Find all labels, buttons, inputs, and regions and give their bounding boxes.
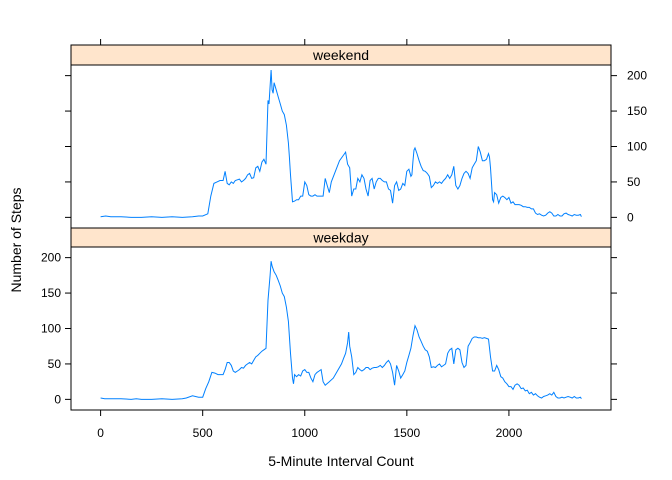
y-tick-label: 150: [627, 104, 647, 118]
series-line-weekday: [100, 261, 582, 400]
x-tick-label: 1500: [393, 426, 420, 440]
y-tick-label: 50: [627, 175, 641, 189]
panel-weekend: weekend 0 50 100 150 200: [65, 44, 647, 229]
series-line-weekend: [100, 69, 582, 218]
strip-label-weekday: weekday: [312, 230, 368, 246]
y-tick-label: 50: [48, 357, 62, 371]
y-tick-label: 150: [41, 286, 61, 300]
y-tick-label: 100: [627, 140, 647, 154]
x-tick-label: 500: [193, 426, 213, 440]
panel-weekday: weekday 0 50 100 150 200: [41, 227, 617, 411]
y-tick-label: 0: [627, 210, 634, 224]
y-tick-label: 200: [627, 69, 647, 83]
y-axis-title: Number of Steps: [8, 187, 24, 292]
x-tick-label: 2000: [496, 426, 523, 440]
x-tick-label: 0: [97, 426, 104, 440]
x-tick-label: 1000: [291, 426, 318, 440]
y-tick-label: 200: [41, 251, 61, 265]
x-axis-title: 5-Minute Interval Count: [268, 453, 414, 469]
y-tick-label: 0: [54, 392, 61, 406]
y-tick-label: 100: [41, 322, 61, 336]
strip-label-weekend: weekend: [312, 47, 369, 63]
